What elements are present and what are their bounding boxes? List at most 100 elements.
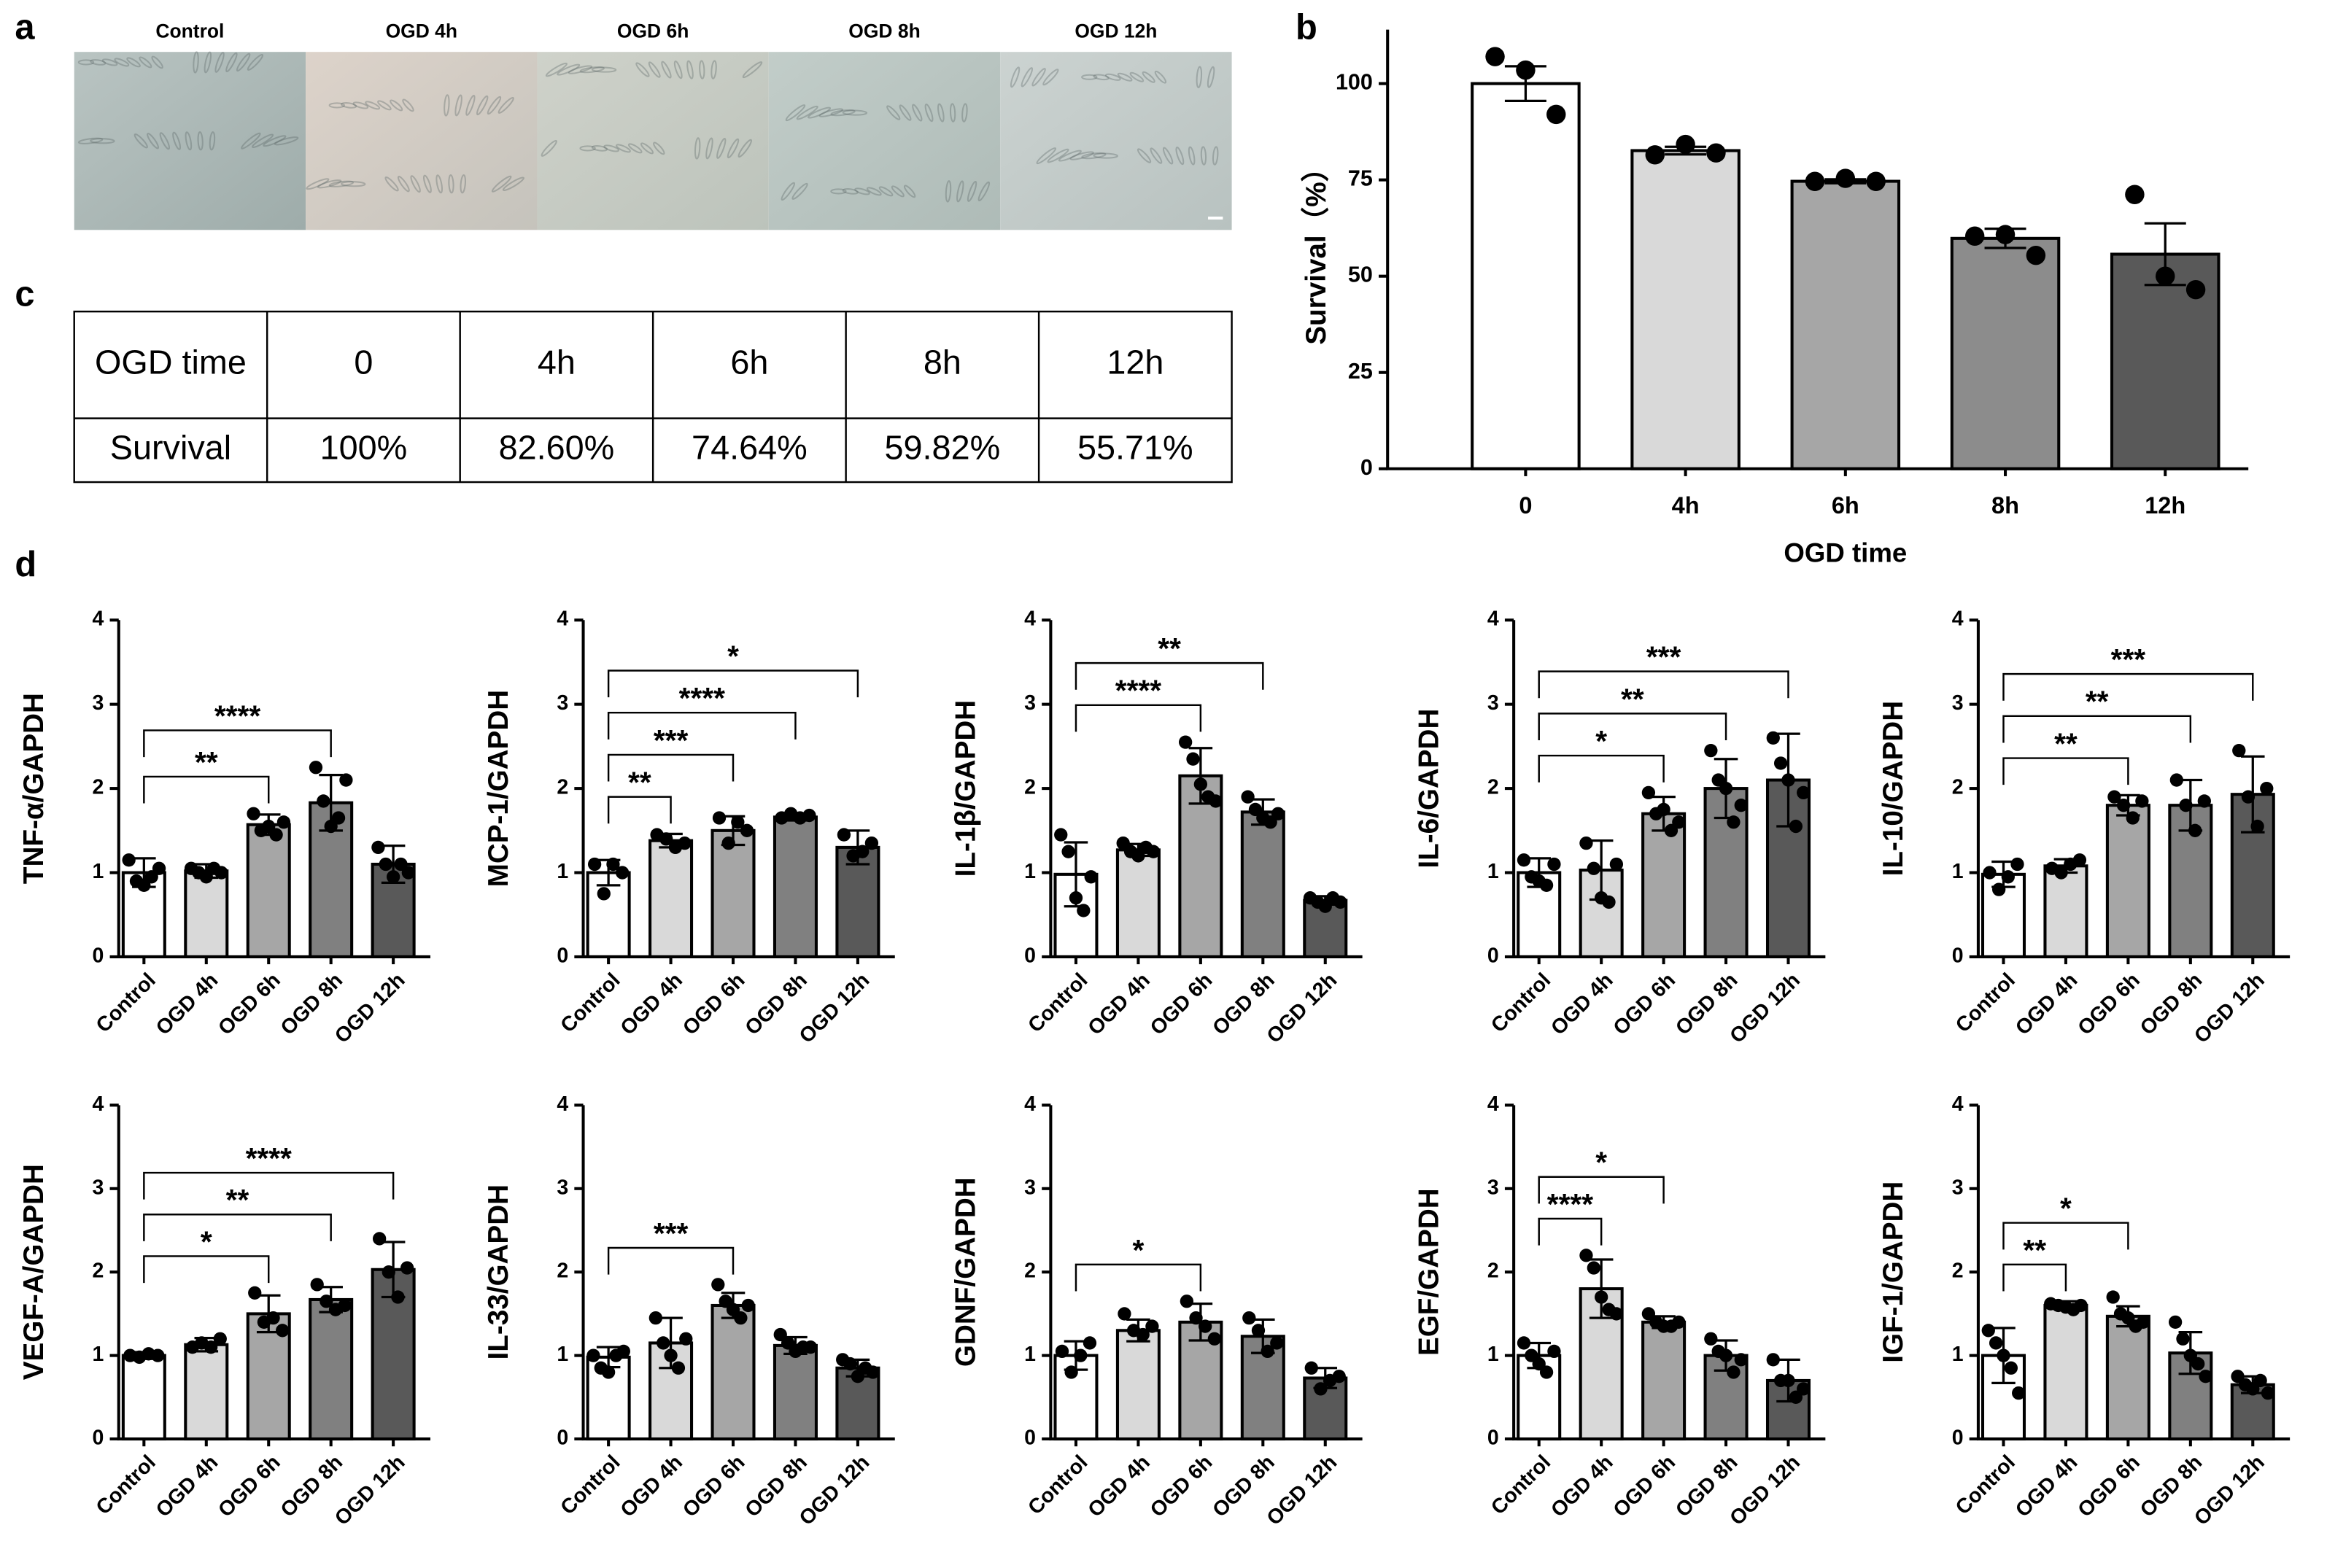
y-tick-label: 3 <box>93 1176 104 1199</box>
x-tick-label: OGD 6h <box>1146 969 1217 1040</box>
data-point <box>1547 1344 1561 1359</box>
cell <box>114 58 130 67</box>
y-tick-label: 3 <box>1024 1176 1036 1199</box>
data-point <box>2026 245 2046 265</box>
data-point <box>1242 1311 1256 1325</box>
significance-label: *** <box>1646 640 1681 674</box>
y-tick-label: 4 <box>1024 1092 1036 1116</box>
data-point <box>843 1357 857 1371</box>
x-tick-label: OGD 4h <box>1083 969 1155 1040</box>
cell <box>568 65 593 74</box>
x-tick-label: Control <box>92 1451 160 1519</box>
cell <box>891 185 905 198</box>
y-axis-label: VEGF-A/GAPDH <box>18 1164 50 1380</box>
cell <box>397 176 410 193</box>
cell <box>1042 69 1059 86</box>
cell <box>830 188 847 195</box>
data-point <box>586 1348 600 1362</box>
data-point <box>1209 794 1223 808</box>
x-tick-label: Control <box>92 969 160 1037</box>
data-point <box>1084 870 1098 884</box>
data-point <box>338 1298 352 1313</box>
data-point <box>1539 878 1554 893</box>
cell <box>1212 146 1219 166</box>
y-tick-label: 2 <box>1952 1260 1964 1283</box>
cell <box>541 139 557 157</box>
cell <box>460 174 466 194</box>
y-tick-label: 3 <box>1487 691 1499 715</box>
bar <box>246 823 291 959</box>
cell <box>945 180 952 203</box>
x-tick-label: 12h <box>2145 492 2185 519</box>
data-point <box>664 1348 678 1362</box>
cell <box>716 137 727 159</box>
data-point <box>1083 1336 1097 1350</box>
cell <box>661 61 672 79</box>
data-point <box>1805 171 1825 191</box>
x-tick-label: OGD 4h <box>2011 1451 2083 1522</box>
y-axis-label: IL-1β/GAPDH <box>950 700 982 877</box>
cell <box>866 187 882 196</box>
cell <box>204 51 212 74</box>
x-tick-label: 6h <box>1832 492 1859 519</box>
y-tick-label: 0 <box>1952 1427 1964 1450</box>
y-tick-label: 4 <box>1024 608 1036 631</box>
data-point <box>2169 773 2183 787</box>
cell <box>627 143 643 154</box>
x-axis-label: OGD time <box>1784 537 1907 567</box>
cell <box>886 105 901 120</box>
x-tick-label: OGD 4h <box>152 1451 223 1522</box>
data-point <box>152 861 166 875</box>
data-point <box>837 828 851 842</box>
y-tick-label: 0 <box>557 1427 568 1450</box>
bar <box>711 828 756 959</box>
cell <box>949 103 956 123</box>
data-point <box>721 836 735 850</box>
cell <box>139 56 152 69</box>
data-point <box>1773 756 1788 770</box>
table-cell: 74.64% <box>692 429 808 467</box>
significance-label: * <box>2060 1192 2072 1225</box>
y-tick-label: 2 <box>557 776 568 799</box>
bar <box>1240 810 1285 959</box>
y-tick-label: 3 <box>557 691 568 715</box>
cell <box>616 144 631 153</box>
cell <box>1117 72 1133 82</box>
cell <box>1069 151 1094 160</box>
significance-bracket <box>607 1246 735 1275</box>
cell <box>1150 147 1163 164</box>
data-point <box>1189 1311 1203 1325</box>
data-point <box>310 1278 324 1292</box>
cell <box>1188 146 1196 166</box>
data-point <box>391 1290 405 1304</box>
y-tick-label: 0 <box>93 1427 104 1450</box>
data-point <box>204 1340 218 1354</box>
table-cell: 82.60% <box>499 429 615 467</box>
data-point <box>248 1286 262 1300</box>
significance-label: * <box>1595 1146 1607 1179</box>
x-tick-label: OGD 4h <box>616 1451 687 1522</box>
data-point <box>1146 845 1161 858</box>
significance-label: ** <box>628 766 651 799</box>
data-point <box>1995 225 2016 244</box>
cell <box>487 96 502 115</box>
cell <box>147 133 159 150</box>
cell <box>365 101 381 110</box>
data-point <box>587 857 602 872</box>
image-label: Control <box>155 20 224 42</box>
data-point <box>401 866 415 880</box>
cell <box>967 180 977 202</box>
y-tick-label: 4 <box>1487 1092 1499 1116</box>
significance-label: ** <box>2054 726 2078 760</box>
cell <box>263 135 287 147</box>
cell <box>807 106 832 119</box>
data-point <box>731 815 745 829</box>
data-point <box>2185 279 2206 300</box>
cell <box>1162 147 1174 165</box>
y-tick-label: 4 <box>1952 1092 1964 1116</box>
data-point <box>371 840 385 855</box>
cell <box>90 138 115 144</box>
data-point <box>659 832 673 846</box>
cell <box>209 131 216 151</box>
x-tick-label: OGD 4h <box>1546 1451 1618 1522</box>
